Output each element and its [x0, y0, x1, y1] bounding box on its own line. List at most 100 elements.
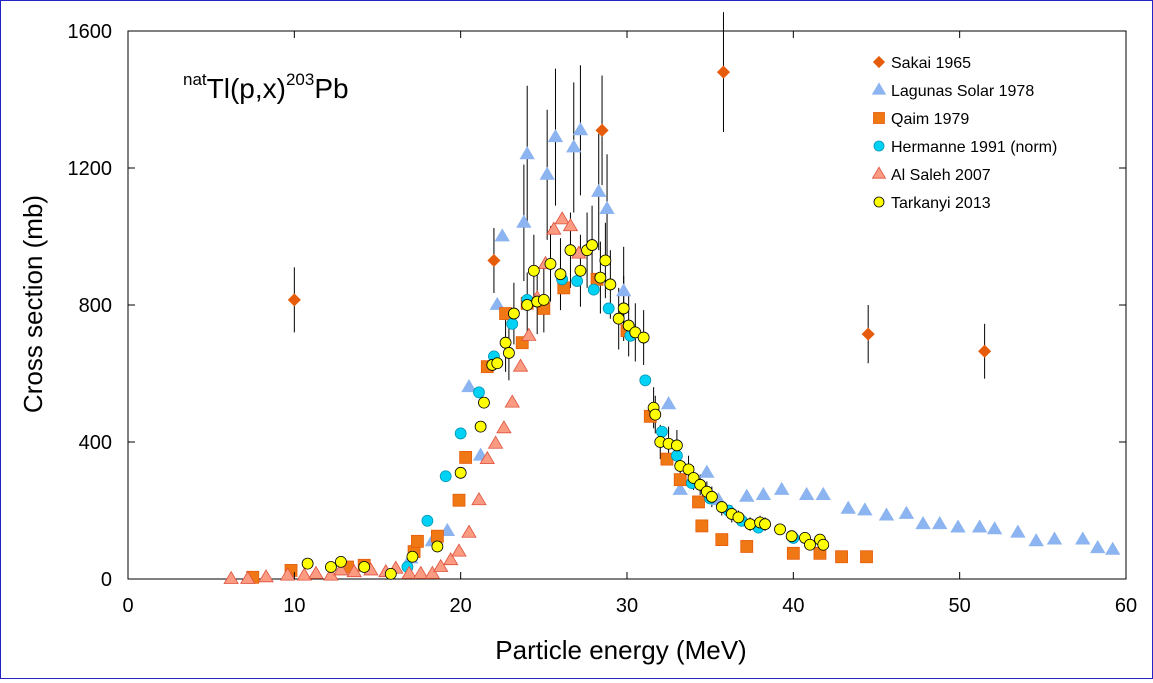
legend-label: Qaim 1979 [891, 111, 969, 128]
point-tarkanyi-2013 [774, 523, 786, 536]
point-al-saleh-2007 [562, 218, 579, 232]
point-hermanne-1991-norm [571, 275, 583, 287]
point-lagunas-solar-1978 [572, 122, 589, 136]
point-al-saleh-2007 [471, 492, 487, 506]
point-lagunas-solar-1978 [986, 521, 1003, 535]
legend-item-tarkanyi-2013: Tarkanyi 2013 [873, 195, 991, 212]
title-product: Pb [314, 73, 348, 104]
y-tick-label: 1200 [68, 158, 113, 180]
point-al-saleh-2007 [308, 565, 324, 579]
point-al-saleh-2007 [279, 567, 296, 581]
point-qaim-1979 [452, 493, 466, 507]
point-tarkanyi-2013 [527, 264, 540, 277]
point-lagunas-solar-1978 [1010, 524, 1026, 538]
point-al-saleh-2007 [223, 570, 239, 584]
point-lagunas-solar-1978 [615, 283, 632, 297]
point-lagunas-solar-1978 [519, 146, 535, 160]
point-qaim-1979 [715, 533, 729, 547]
title-product-mass: 203 [286, 70, 314, 89]
legend-item-lagunas-solar-1978: Lagunas Solar 1978 [871, 82, 1034, 100]
point-lagunas-solar-1978 [898, 505, 915, 519]
point-lagunas-solar-1978 [915, 516, 931, 530]
point-lagunas-solar-1978 [494, 228, 510, 242]
point-tarkanyi-2013 [594, 271, 607, 284]
point-hermanne-1991-norm [639, 374, 652, 387]
title-element: Tl(p,x) [207, 73, 286, 104]
point-lagunas-solar-1978 [566, 139, 582, 153]
point-hermanne-1991-norm [439, 470, 452, 483]
legend-marker-tarkanyi-2013 [873, 196, 885, 208]
point-lagunas-solar-1978 [971, 519, 988, 533]
point-tarkanyi-2013 [785, 530, 798, 543]
legend: Sakai 1965 Lagunas Solar 1978 Qaim 1979 Her… [871, 55, 1057, 212]
point-tarkanyi-2013 [612, 312, 625, 325]
legend-label: Sakai 1965 [891, 55, 971, 72]
point-lagunas-solar-1978 [660, 396, 677, 410]
point-hermanne-1991-norm [454, 427, 467, 440]
point-al-saleh-2007 [504, 394, 520, 408]
legend-marker-qaim-1979 [873, 112, 885, 124]
point-tarkanyi-2013 [478, 396, 490, 409]
point-qaim-1979 [411, 534, 424, 548]
point-qaim-1979 [692, 495, 705, 509]
point-lagunas-solar-1978 [489, 296, 505, 310]
point-tarkanyi-2013 [715, 501, 728, 513]
point-tarkanyi-2013 [564, 244, 577, 257]
x-tick-label: 60 [1115, 595, 1137, 617]
point-qaim-1979 [786, 546, 800, 560]
point-lagunas-solar-1978 [516, 214, 532, 228]
point-al-saleh-2007 [451, 543, 467, 557]
legend-item-al-saleh-2007: Al Saleh 2007 [871, 166, 991, 184]
point-lagunas-solar-1978 [599, 200, 615, 215]
point-sakai-1965 [487, 253, 501, 268]
point-lagunas-solar-1978 [1028, 533, 1044, 547]
y-tick-label: 400 [79, 432, 112, 454]
point-al-saleh-2007 [413, 565, 429, 579]
x-tick-label: 10 [283, 595, 305, 617]
legend-label: Al Saleh 2007 [891, 167, 991, 184]
point-tarkanyi-2013 [649, 408, 662, 421]
legend-item-sakai-1965: Sakai 1965 [872, 55, 971, 72]
point-sakai-1965 [287, 293, 301, 307]
point-tarkanyi-2013 [454, 466, 467, 479]
point-al-saleh-2007 [333, 562, 349, 576]
title-prefix: nat [183, 70, 207, 89]
legend-label: Hermanne 1991 (norm) [891, 139, 1057, 156]
point-tarkanyi-2013 [431, 540, 444, 553]
point-al-saleh-2007 [433, 558, 449, 572]
point-tarkanyi-2013 [671, 439, 683, 452]
point-tarkanyi-2013 [406, 550, 419, 563]
y-tick-label: 1600 [68, 21, 113, 43]
point-sakai-1965 [861, 327, 875, 341]
x-tick-label: 50 [949, 595, 971, 617]
point-al-saleh-2007 [296, 567, 313, 581]
point-sakai-1965 [595, 123, 609, 137]
y-axis-label: Cross section (mb) [18, 195, 48, 413]
point-al-saleh-2007 [546, 221, 562, 235]
point-tarkanyi-2013 [804, 538, 816, 551]
point-qaim-1979 [695, 519, 709, 533]
point-al-saleh-2007 [240, 570, 256, 584]
point-sakai-1965 [716, 65, 731, 79]
point-lagunas-solar-1978 [1104, 541, 1121, 555]
point-tarkanyi-2013 [759, 518, 771, 531]
legend-marker-sakai-1965 [872, 55, 886, 69]
legend-marker-lagunas-solar-1978 [871, 82, 887, 95]
point-lagunas-solar-1978 [857, 502, 873, 516]
point-hermanne-1991-norm [602, 302, 615, 315]
point-tarkanyi-2013 [554, 268, 567, 281]
point-tarkanyi-2013 [499, 336, 512, 349]
point-lagunas-solar-1978 [1090, 540, 1106, 554]
point-qaim-1979 [860, 550, 873, 564]
legend-marker-hermanne-1991-norm [873, 140, 885, 152]
point-hermanne-1991-norm [671, 449, 683, 462]
point-tarkanyi-2013 [358, 561, 371, 573]
point-lagunas-solar-1978 [755, 486, 772, 501]
point-qaim-1979 [459, 451, 473, 464]
point-lagunas-solar-1978 [547, 129, 564, 143]
point-sakai-1965 [978, 344, 992, 358]
point-tarkanyi-2013 [586, 239, 598, 251]
data-markers [223, 65, 1121, 584]
y-tick-label: 0 [101, 569, 112, 591]
point-lagunas-solar-1978 [878, 507, 895, 521]
